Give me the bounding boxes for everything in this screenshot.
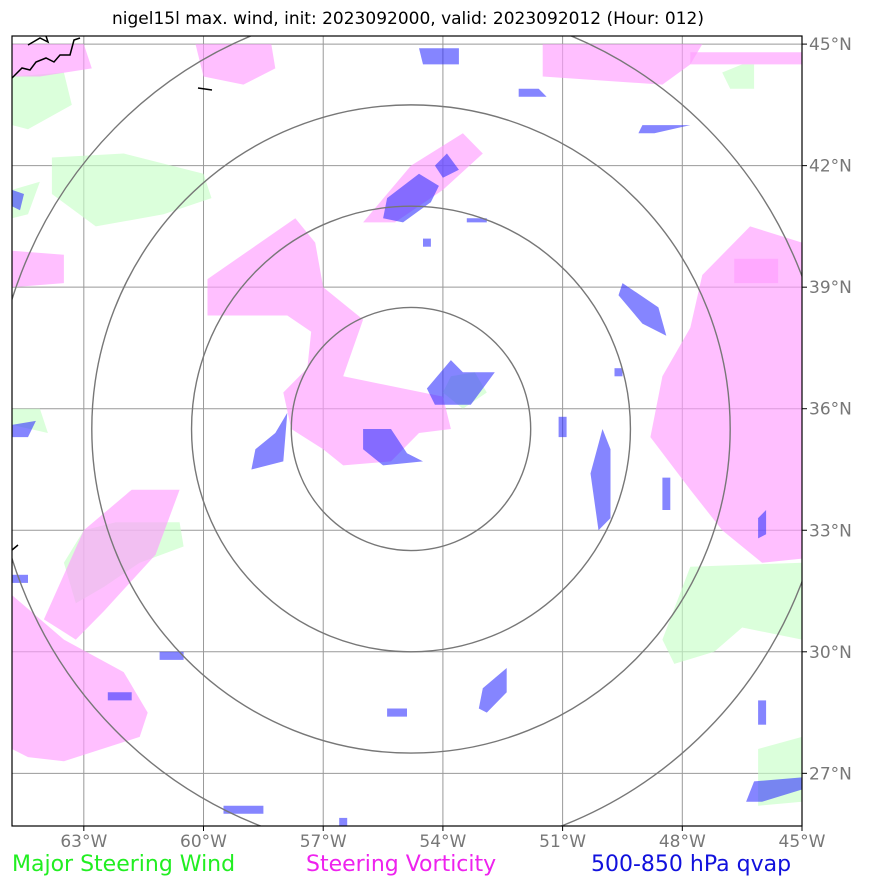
vorticity-area <box>690 52 802 65</box>
qvap-area <box>638 125 691 134</box>
qvap-area <box>383 173 439 223</box>
coastline <box>12 36 213 551</box>
vorticity-area <box>650 226 802 563</box>
y-tick-label: 27°N <box>809 764 852 784</box>
range-ring <box>190 205 632 653</box>
y-tick-label: 33°N <box>809 521 852 541</box>
vorticity-area <box>12 250 64 288</box>
qvap-area <box>107 692 132 701</box>
qvap-area <box>758 700 767 725</box>
range-rings <box>12 36 802 826</box>
y-tick-label: 42°N <box>809 157 852 177</box>
qvap-area <box>363 429 423 466</box>
qvap-area <box>159 651 184 660</box>
y-tick-label: 39°N <box>809 278 852 298</box>
qvap-area <box>466 218 487 223</box>
qvap-area <box>478 668 507 713</box>
x-tick-label: 63°W <box>60 832 107 852</box>
vorticity-area <box>207 218 451 466</box>
map-title: nigel15l max. wind, init: 2023092000, va… <box>112 9 704 29</box>
x-tick-label: 48°W <box>659 832 706 852</box>
qvap-area <box>558 416 567 438</box>
steering-vorticity-layer <box>12 44 802 762</box>
range-ring <box>91 104 731 754</box>
qvap-area <box>614 368 623 377</box>
x-tick-label: 57°W <box>300 832 347 852</box>
qvap-area <box>518 88 547 97</box>
x-tick-label: 51°W <box>539 832 586 852</box>
y-tick-label: 45°N <box>809 35 852 55</box>
map-plot-area <box>12 36 802 826</box>
y-tick-label: 30°N <box>809 643 852 663</box>
x-tick-label: 60°W <box>180 832 227 852</box>
steering-wind-area <box>51 153 212 227</box>
y-tick-label: 36°N <box>809 400 852 420</box>
qvap-area <box>12 420 36 438</box>
qvap-area <box>339 817 348 826</box>
qvap-area <box>746 777 802 802</box>
legend-qvap: 500-850 hPa qvap <box>591 852 792 877</box>
vorticity-area <box>542 44 703 85</box>
longitude-tick-labels: 63°W 60°W 57°W 54°W 51°W 48°W 45°W <box>60 826 826 852</box>
qvap-area <box>426 360 495 405</box>
vorticity-area <box>43 489 180 640</box>
x-tick-label: 45°W <box>779 832 826 852</box>
qvap-area <box>590 429 611 531</box>
qvap-area <box>251 412 288 470</box>
x-tick-label: 54°W <box>419 832 466 852</box>
qvap-area <box>618 283 667 336</box>
qvap-area <box>758 510 767 539</box>
qvap-area <box>12 574 28 583</box>
vorticity-area <box>195 44 276 85</box>
legend-steering-wind: Major Steering Wind <box>12 852 236 877</box>
latitude-tick-labels: 45°N 42°N 39°N 36°N 33°N 30°N 27°N <box>802 35 852 784</box>
range-ring <box>290 306 532 552</box>
qvap-area <box>223 805 264 814</box>
qvap-area <box>419 48 459 65</box>
qvap-area <box>387 708 407 717</box>
vorticity-area <box>734 258 779 284</box>
qvap-area <box>662 477 671 510</box>
qvap-layer <box>12 48 802 826</box>
qvap-area <box>423 238 431 247</box>
legend-steering-vorticity: Steering Vorticity <box>306 852 497 877</box>
qvap-area <box>12 189 24 211</box>
steering-wind-area <box>12 72 72 130</box>
map-frame <box>11 35 803 827</box>
steering-wind-area <box>722 64 755 89</box>
steering-wind-area <box>662 562 802 664</box>
qvap-area <box>434 153 459 178</box>
